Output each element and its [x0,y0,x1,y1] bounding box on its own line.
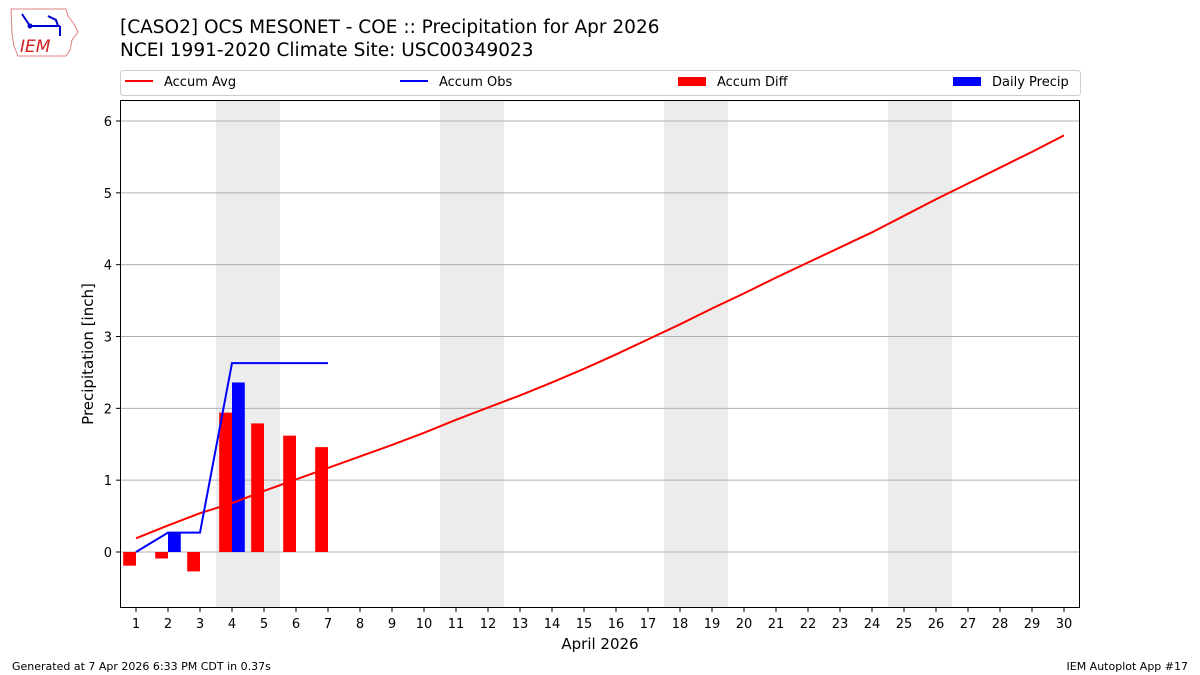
x-tick-label: 23 [832,617,849,632]
accum-diff-bar [187,552,200,572]
x-tick-label: 3 [196,617,204,632]
iem-logo: IEM [10,8,79,57]
x-tick-label: 15 [576,617,593,632]
x-tick-label: 16 [608,617,625,632]
x-tick-label: 4 [228,617,236,632]
chart-title: [CASO2] OCS MESONET - COE :: Precipitati… [120,17,660,38]
chart-subtitle: NCEI 1991-2020 Climate Site: USC00349023 [120,40,534,61]
accum-diff-bar [251,423,264,552]
x-tick-label: 19 [704,617,721,632]
y-tick-label: 4 [104,259,112,274]
weekend-shade [440,100,504,608]
daily-precip-bar [168,532,181,552]
y-tick-label: 3 [104,331,112,346]
legend: Accum Avg Accum Obs Accum Diff Daily Precip [120,70,1081,96]
x-tick-label: 6 [292,617,300,632]
x-tick-label: 5 [260,617,268,632]
x-tick-label: 22 [800,617,817,632]
x-tick-label: 12 [480,617,497,632]
x-axis-label: April 2026 [561,635,638,653]
plot-frame [120,100,1080,608]
y-tick-label: 5 [104,187,112,202]
x-tick-label: 10 [416,617,433,632]
accum-obs-line [135,362,328,553]
legend-label: Accum Obs [439,75,512,90]
legend-label: Accum Diff [717,75,789,90]
weekend-shade [888,100,952,608]
x-tick-label: 7 [324,617,332,632]
x-tick-label: 17 [640,617,657,632]
legend-label: Accum Avg [164,75,236,90]
app-note: IEM Autoplot App #17 [1066,660,1189,673]
x-tick-label: 21 [768,617,785,632]
x-tick-label: 26 [928,617,945,632]
accum-diff-bar [315,447,328,552]
x-tick-label: 11 [448,617,465,632]
legend-swatch [953,77,981,86]
accum-diff-bar [155,552,168,559]
x-tick-label: 2 [164,617,172,632]
accum-diff-bar [219,412,232,552]
x-tick-label: 25 [896,617,913,632]
y-tick-label: 0 [104,546,112,561]
y-tick-label: 6 [104,115,112,130]
x-tick-label: 28 [992,617,1009,632]
x-tick-label: 30 [1056,617,1073,632]
daily-precip-bar [232,382,245,552]
accum-avg-line [135,134,1065,540]
accum-diff-bar [283,435,296,552]
weekend-shade [664,100,728,608]
x-tick-label: 27 [960,617,977,632]
x-tick-label: 29 [1024,617,1041,632]
x-tick-label: 9 [388,617,396,632]
x-tick-label: 13 [512,617,529,632]
y-tick-label: 2 [104,402,112,417]
logo-text: IEM [20,37,51,57]
x-tick-label: 1 [132,617,140,632]
generated-note: Generated at 7 Apr 2026 6:33 PM CDT in 0… [12,660,271,673]
legend-swatch [678,77,706,86]
x-tick-label: 24 [864,617,881,632]
legend-label: Daily Precip [992,75,1069,90]
x-tick-label: 8 [356,617,364,632]
x-tick-label: 18 [672,617,689,632]
accum-diff-bar [123,552,136,566]
x-tick-label: 14 [544,617,561,632]
y-tick-label: 1 [104,474,112,489]
x-tick-label: 20 [736,617,753,632]
y-axis-label: Precipitation [inch] [79,283,97,425]
